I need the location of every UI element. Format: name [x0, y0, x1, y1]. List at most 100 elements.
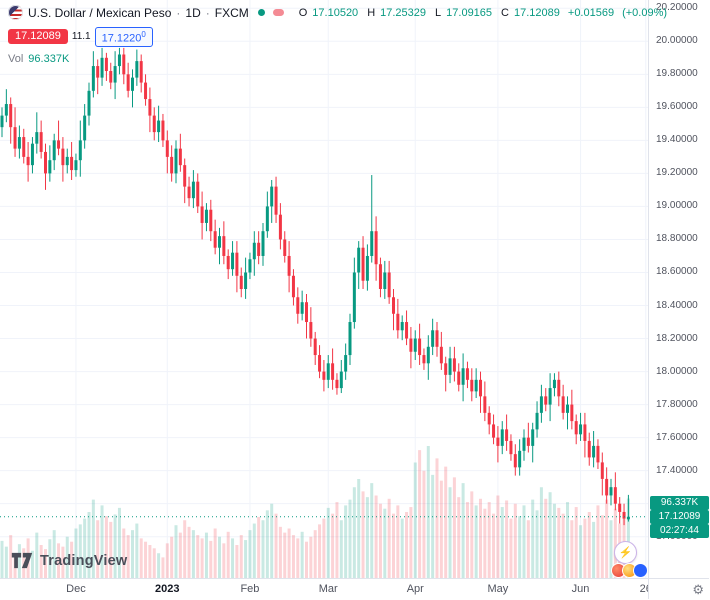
candle-body: [39, 132, 43, 152]
candle-body: [552, 379, 556, 389]
settings-gear-icon[interactable]: ⚙: [692, 581, 704, 597]
candle-body: [209, 209, 213, 232]
volume-bar: [39, 545, 43, 578]
volume-bar: [600, 515, 604, 578]
candle-body: [444, 363, 448, 375]
high-value: 17.25329: [380, 6, 427, 19]
time-tick-label: May: [487, 583, 509, 595]
bar-countdown-badge: 02:27:44: [650, 523, 709, 538]
volume-bar: [596, 505, 600, 578]
candle-body: [261, 231, 265, 256]
volume-bar: [352, 487, 356, 578]
volume-bar: [439, 480, 443, 578]
candle-body: [187, 186, 191, 199]
candle-body: [222, 236, 226, 256]
candlestick-chart[interactable]: [0, 0, 648, 578]
candle-body: [513, 454, 517, 468]
price-tick-label: 17.60000: [656, 431, 698, 443]
candle-body: [270, 186, 274, 207]
candle-body: [383, 272, 387, 289]
volume-bar: [283, 532, 287, 578]
volume-bar: [422, 470, 426, 578]
price-tick-label: 18.00000: [656, 365, 698, 377]
candle-body: [439, 346, 443, 364]
volume-indicator-label[interactable]: Vol: [8, 52, 24, 65]
sell-price-button[interactable]: 17.12089: [8, 29, 68, 45]
candle-body: [387, 272, 391, 298]
volume-indicator-value: 96.337K: [28, 52, 70, 65]
candle-body: [344, 355, 348, 372]
volume-bar: [87, 512, 91, 578]
volume-bar: [365, 497, 369, 578]
volume-bar: [44, 549, 47, 578]
candle-body: [152, 115, 156, 133]
candle-body: [100, 57, 104, 78]
volume-bar: [587, 512, 591, 578]
candle-body: [418, 338, 422, 356]
candle-body: [413, 338, 417, 352]
volume-bar: [548, 492, 552, 578]
candle-body: [496, 437, 500, 446]
candle-body: [339, 371, 343, 389]
volume-bar: [91, 499, 95, 578]
volume-bar: [557, 507, 561, 578]
candle-body: [335, 379, 339, 389]
quick-action-lightning-button[interactable]: ⚡: [614, 541, 637, 564]
volume-bar: [35, 532, 39, 578]
price-tick-label: 19.40000: [656, 134, 698, 146]
candle-body: [361, 247, 365, 281]
price-tick-label: 20.20000: [656, 2, 698, 14]
time-axis[interactable]: Dec 2023 Feb Mar Apr May Jun 26: [0, 578, 652, 600]
time-tick-label: 2023: [155, 583, 180, 595]
volume-bar: [457, 497, 461, 578]
volume-bar: [113, 514, 117, 578]
candle-body: [296, 297, 300, 314]
candle-body: [461, 368, 465, 385]
volume-bar: [392, 513, 395, 578]
candle-body: [492, 424, 496, 438]
high-label: H: [367, 6, 376, 19]
volume-bar: [605, 499, 609, 578]
volume-bar: [452, 477, 456, 578]
candle-body: [431, 330, 435, 347]
candle-body: [4, 104, 8, 116]
candle-body: [244, 272, 248, 289]
volume-bar: [191, 530, 195, 578]
candle-body: [505, 429, 509, 441]
volume-bar: [126, 535, 130, 578]
timeframe-label[interactable]: 1D: [185, 5, 201, 20]
candle-body: [566, 404, 569, 413]
candle-body: [522, 437, 526, 451]
candle-body: [331, 363, 335, 380]
time-tick-label: Feb: [240, 583, 260, 595]
price-volume-pane[interactable]: [0, 0, 648, 578]
series-visibility-dot-icon[interactable]: [257, 9, 265, 16]
volume-bar: [178, 532, 182, 578]
volume-bar: [104, 516, 108, 578]
price-axis[interactable]: 96.337K 17.12089 02:27:44 20.20000 20.000…: [648, 0, 710, 578]
candle-body: [509, 440, 513, 455]
indicator-visibility-pill-icon[interactable]: [272, 9, 284, 16]
candle-body: [265, 206, 269, 232]
volume-bar: [574, 507, 578, 578]
candle-body: [583, 424, 587, 441]
price-tick-label: 19.60000: [656, 101, 698, 113]
candle-body: [183, 165, 187, 187]
buy-price-value: 17.1220: [101, 32, 142, 45]
candle-body: [157, 120, 161, 133]
volume-bar: [387, 498, 391, 578]
symbol-title[interactable]: U.S. Dollar / Mexican Peso: [28, 5, 172, 20]
volume-bar: [522, 505, 526, 578]
buy-price-button[interactable]: 17.12200: [94, 27, 153, 47]
volume-bar: [479, 498, 482, 578]
volume-bar: [96, 520, 100, 578]
candle-body: [613, 487, 617, 504]
candle-body: [557, 379, 561, 397]
volume-bar: [52, 530, 56, 578]
volume-bar: [335, 502, 339, 578]
volume-bar: [300, 531, 304, 578]
volume-bar: [0, 540, 4, 578]
volume-bar: [448, 487, 452, 578]
tradingview-logo[interactable]: TradingView: [10, 552, 127, 569]
emoji-reactions-button[interactable]: [611, 563, 648, 578]
